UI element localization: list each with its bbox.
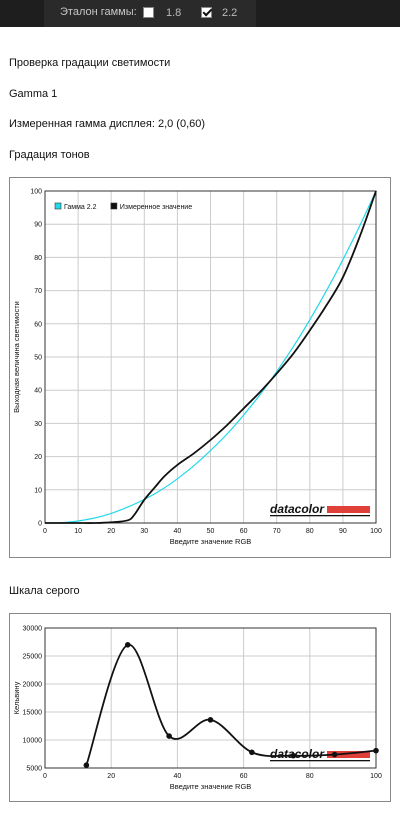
grayscale-chart: 0 20 40 60 80 100 5000 10000 15000 20000 25000 3000… [9, 613, 391, 802]
data-point [83, 762, 90, 768]
y-tick-label: 5000 [26, 766, 42, 773]
y-tick-label: 25000 [23, 654, 43, 661]
datacolor-logo-bar [327, 751, 370, 758]
series-line-1 [44, 190, 377, 524]
y-tick-label: 60 [34, 321, 42, 328]
x-tick-label: 0 [43, 528, 47, 535]
y-axis-label: Выходная величина светимости [12, 301, 21, 413]
y-tick-label: 70 [34, 288, 42, 295]
x-axis-label: Введите значение RGB [170, 537, 252, 546]
gamma-2-2-label: 2.2 [222, 7, 238, 19]
x-tick-label: 100 [370, 773, 382, 780]
x-tick-label: 20 [107, 528, 115, 535]
x-tick-label: 60 [240, 528, 248, 535]
y-tick-label: 30000 [23, 626, 43, 633]
legend-swatch [110, 202, 118, 210]
tone-gradation-svg: 0 10 20 30 40 50 60 70 80 90 100 0 10 20 30 40 50 60 70 80 9… [12, 189, 382, 547]
x-tick-label: 90 [339, 528, 347, 535]
data-point [290, 752, 297, 759]
y-tick-label: 0 [38, 521, 42, 528]
x-tick-label: 10 [74, 528, 82, 535]
y-tick-label: 90 [34, 222, 42, 229]
datacolor-logo-text: datacolor [270, 502, 325, 516]
x-tick-label: 100 [370, 528, 382, 535]
tone-gradation-chart: 0 10 20 30 40 50 60 70 80 90 100 0 10 20 30 40 50 60 70 80 9… [9, 177, 391, 558]
datacolor-logo-underline [270, 760, 370, 762]
gamma-reference-bar: Эталон гаммы: 1.8 2.2 [0, 0, 400, 27]
profile-name: Gamma 1 [9, 88, 58, 100]
x-tick-label: 0 [43, 773, 47, 780]
grayscale-heading: Шкала серого [9, 585, 80, 597]
x-tick-label: 50 [207, 528, 215, 535]
y-tick-label: 100 [30, 189, 42, 196]
data-point [331, 751, 338, 758]
x-tick-label: 60 [240, 773, 248, 780]
data-point [207, 717, 214, 723]
measured-gamma: Измеренная гамма дисплея: 2,0 (0,60) [9, 118, 206, 130]
x-tick-label: 70 [273, 528, 281, 535]
data-point [249, 749, 255, 756]
gamma-1-8-checkbox[interactable] [143, 7, 154, 18]
x-tick-label: 30 [140, 528, 148, 535]
checkmark-icon [202, 6, 213, 17]
y-tick-label: 80 [34, 255, 42, 262]
x-tick-label: 20 [107, 773, 115, 780]
x-tick-label: 80 [306, 528, 314, 535]
y-tick-label: 50 [34, 355, 42, 362]
gamma-1-8-label: 1.8 [166, 7, 182, 19]
y-tick-label: 10000 [23, 738, 43, 745]
y-tick-label: 20 [34, 454, 42, 461]
grayscale-svg: 0 20 40 60 80 100 5000 10000 15000 20000 25000 3000… [12, 626, 382, 792]
legend-entry: Гамма 2.2 [64, 204, 97, 211]
plot-frame [44, 627, 377, 769]
page-title: Проверка градации светимости [9, 57, 171, 69]
legend-entry: Измеренное значение [120, 204, 192, 211]
legend-swatch [54, 202, 62, 210]
series-line-1 [85, 643, 377, 766]
y-axis-label: Кельвину [12, 681, 21, 714]
gamma-2-2-checkbox[interactable] [201, 6, 213, 18]
datacolor-logo-bar [327, 506, 370, 513]
x-axis-label: Введите значение RGB [170, 782, 252, 791]
x-tick-label: 80 [306, 773, 314, 780]
y-tick-label: 20000 [23, 682, 43, 689]
plot-frame [44, 190, 377, 524]
x-tick-label: 40 [174, 773, 182, 780]
data-point [166, 733, 172, 739]
y-tick-label: 30 [34, 421, 42, 428]
gamma-reference-label: Эталон гаммы: [60, 6, 137, 18]
x-tick-label: 40 [174, 528, 182, 535]
datacolor-logo-text: datacolor [270, 747, 325, 761]
data-point [124, 642, 131, 648]
series-line-2 [44, 190, 377, 524]
y-tick-label: 10 [34, 487, 42, 494]
data-point [373, 747, 379, 754]
y-tick-label: 15000 [23, 710, 43, 717]
y-tick-label: 40 [34, 388, 42, 395]
tone-gradation-heading: Градация тонов [9, 149, 90, 161]
datacolor-logo-underline [270, 515, 370, 517]
